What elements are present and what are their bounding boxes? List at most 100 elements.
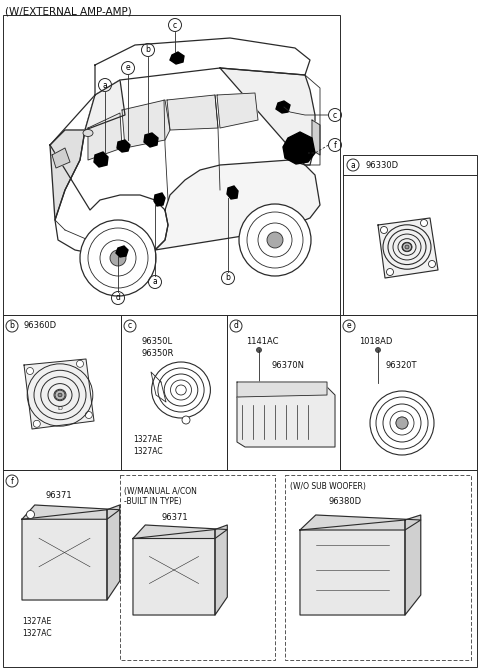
Bar bbox=[343, 155, 477, 315]
Text: a: a bbox=[350, 160, 355, 170]
Bar bbox=[121, 315, 227, 470]
Polygon shape bbox=[215, 525, 228, 615]
Bar bbox=[227, 315, 340, 470]
Text: 96360D: 96360D bbox=[23, 321, 56, 331]
Circle shape bbox=[420, 219, 428, 227]
Polygon shape bbox=[50, 95, 168, 255]
Bar bbox=[3, 315, 121, 470]
Bar bbox=[285, 475, 471, 660]
Bar bbox=[340, 315, 477, 470]
Circle shape bbox=[267, 232, 283, 248]
Text: 96350R: 96350R bbox=[141, 348, 173, 358]
Text: D: D bbox=[58, 407, 62, 411]
Polygon shape bbox=[154, 193, 165, 206]
Polygon shape bbox=[170, 52, 184, 64]
Circle shape bbox=[85, 411, 92, 419]
Circle shape bbox=[26, 368, 34, 374]
Text: a: a bbox=[103, 81, 108, 89]
Text: e: e bbox=[347, 321, 351, 331]
Circle shape bbox=[110, 250, 126, 266]
Text: c: c bbox=[333, 111, 337, 119]
Polygon shape bbox=[237, 382, 327, 397]
Text: d: d bbox=[234, 321, 239, 331]
Polygon shape bbox=[122, 100, 170, 148]
Polygon shape bbox=[107, 505, 120, 600]
Circle shape bbox=[80, 220, 156, 296]
Text: b: b bbox=[10, 321, 14, 331]
Ellipse shape bbox=[58, 393, 62, 397]
Circle shape bbox=[375, 348, 381, 352]
Polygon shape bbox=[116, 246, 128, 257]
Text: 96380D: 96380D bbox=[328, 497, 361, 507]
Text: 1327AE: 1327AE bbox=[22, 617, 51, 627]
Polygon shape bbox=[22, 510, 107, 600]
Polygon shape bbox=[227, 186, 238, 199]
Text: c: c bbox=[173, 21, 177, 30]
Circle shape bbox=[381, 227, 387, 234]
Text: 96370N: 96370N bbox=[272, 360, 305, 370]
Circle shape bbox=[386, 268, 394, 276]
Text: (W/O SUB WOOFER): (W/O SUB WOOFER) bbox=[290, 482, 366, 491]
Polygon shape bbox=[94, 152, 108, 167]
Text: f: f bbox=[334, 140, 336, 150]
Text: b: b bbox=[145, 46, 150, 54]
Text: 96320T: 96320T bbox=[385, 360, 417, 370]
Polygon shape bbox=[283, 132, 315, 164]
Text: 1327AC: 1327AC bbox=[133, 446, 163, 456]
Polygon shape bbox=[300, 520, 405, 615]
Polygon shape bbox=[88, 113, 122, 160]
Text: 96371: 96371 bbox=[45, 491, 72, 501]
Circle shape bbox=[182, 416, 190, 424]
Text: d: d bbox=[116, 293, 120, 303]
Text: 1018AD: 1018AD bbox=[359, 338, 392, 346]
Polygon shape bbox=[300, 515, 421, 530]
Polygon shape bbox=[52, 148, 70, 168]
Polygon shape bbox=[85, 80, 125, 130]
Polygon shape bbox=[133, 529, 215, 615]
Circle shape bbox=[256, 348, 262, 352]
Text: 1327AE: 1327AE bbox=[133, 435, 162, 444]
Bar bbox=[120, 475, 275, 660]
Text: 96350L: 96350L bbox=[141, 338, 172, 346]
Bar bbox=[3, 470, 477, 667]
Text: 96330D: 96330D bbox=[365, 160, 398, 170]
Text: a: a bbox=[153, 278, 157, 287]
Polygon shape bbox=[220, 68, 315, 165]
Polygon shape bbox=[95, 38, 310, 95]
Text: (W/MANUAL A/CON
-BUILT IN TYPE): (W/MANUAL A/CON -BUILT IN TYPE) bbox=[124, 487, 197, 507]
Circle shape bbox=[33, 420, 40, 427]
Bar bbox=[3, 315, 477, 470]
Text: (W/EXTERNAL AMP-AMP): (W/EXTERNAL AMP-AMP) bbox=[5, 6, 132, 16]
Circle shape bbox=[26, 511, 35, 519]
Polygon shape bbox=[133, 525, 228, 539]
Polygon shape bbox=[312, 120, 320, 155]
Text: e: e bbox=[126, 64, 130, 72]
Polygon shape bbox=[217, 93, 258, 128]
Polygon shape bbox=[24, 359, 94, 429]
Ellipse shape bbox=[403, 243, 411, 251]
Circle shape bbox=[239, 204, 311, 276]
Text: 1141AC: 1141AC bbox=[246, 338, 278, 346]
Polygon shape bbox=[167, 95, 218, 130]
Circle shape bbox=[76, 360, 84, 367]
Polygon shape bbox=[117, 140, 130, 152]
Text: 96371: 96371 bbox=[162, 513, 188, 521]
Ellipse shape bbox=[83, 130, 93, 136]
Polygon shape bbox=[50, 130, 85, 220]
Text: f: f bbox=[11, 476, 13, 486]
Polygon shape bbox=[144, 133, 158, 147]
Polygon shape bbox=[155, 160, 320, 250]
Text: c: c bbox=[128, 321, 132, 331]
Polygon shape bbox=[405, 515, 421, 615]
Circle shape bbox=[429, 260, 435, 268]
Polygon shape bbox=[22, 505, 120, 519]
Ellipse shape bbox=[405, 245, 409, 249]
Polygon shape bbox=[237, 387, 335, 447]
Text: b: b bbox=[226, 274, 230, 282]
Polygon shape bbox=[276, 101, 290, 113]
Polygon shape bbox=[378, 218, 438, 278]
Circle shape bbox=[396, 417, 408, 429]
Bar bbox=[3, 15, 340, 315]
Ellipse shape bbox=[55, 391, 65, 400]
Text: 1327AC: 1327AC bbox=[22, 629, 52, 637]
